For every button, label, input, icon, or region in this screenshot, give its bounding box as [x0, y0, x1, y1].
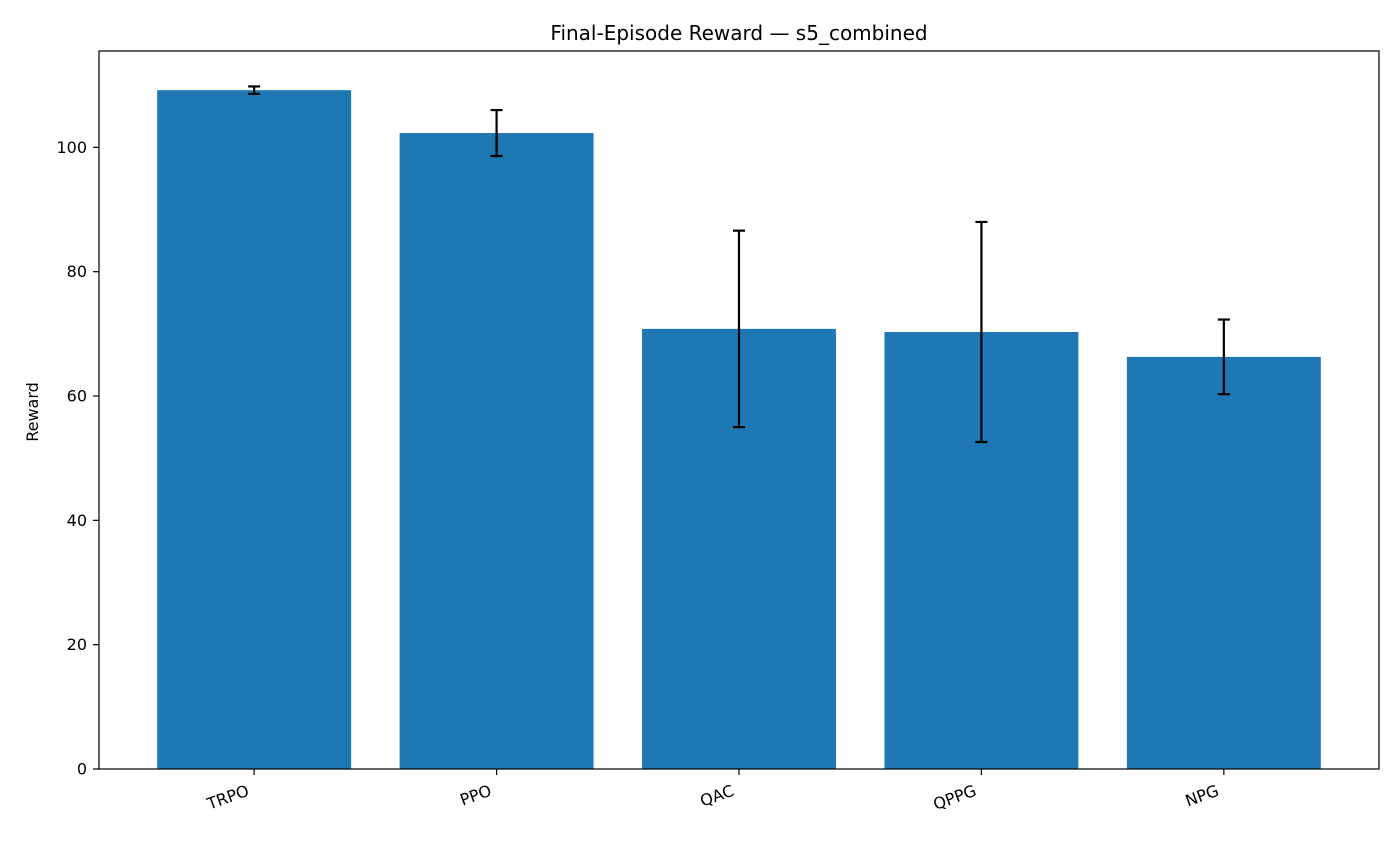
bar — [1126, 356, 1321, 769]
error-bars-layer — [248, 85, 1230, 444]
y-axis-label: Reward — [23, 382, 42, 442]
bar — [399, 133, 594, 770]
y-axis: 0 20 40 60 80 100 — [56, 138, 99, 779]
y-tick-label: 80 — [67, 262, 87, 281]
chart-title: Final-Episode Reward — s5_combined — [550, 21, 927, 45]
y-tick-label: 40 — [67, 511, 87, 530]
bar — [157, 90, 352, 769]
y-tick-label: 100 — [56, 138, 87, 157]
y-tick-label: 60 — [67, 387, 87, 406]
y-tick-label: 0 — [77, 760, 87, 779]
y-tick-label: 20 — [67, 635, 87, 654]
plot-frame — [98, 50, 1380, 770]
